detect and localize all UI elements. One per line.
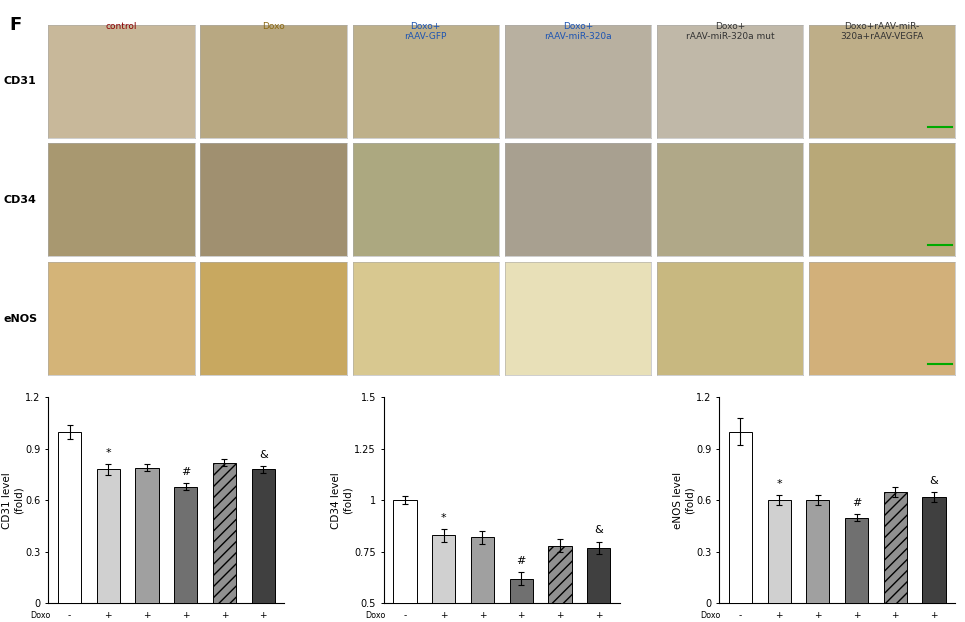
- Bar: [807, 500, 830, 603]
- Bar: [923, 497, 946, 603]
- Text: -: -: [739, 611, 742, 620]
- Text: +: +: [776, 611, 783, 620]
- Text: #: #: [516, 556, 526, 566]
- Text: +: +: [892, 611, 899, 620]
- Text: +: +: [556, 611, 564, 620]
- Text: Doxo+rAAV-miR-
320a+rAAV-VEGFA: Doxo+rAAV-miR- 320a+rAAV-VEGFA: [841, 22, 924, 41]
- Text: #: #: [181, 467, 190, 477]
- Text: Doxo+
rAAV-GFP: Doxo+ rAAV-GFP: [404, 22, 447, 41]
- Bar: [729, 432, 752, 603]
- Text: -: -: [68, 611, 71, 620]
- Text: *: *: [441, 513, 447, 523]
- Text: control: control: [105, 22, 137, 30]
- Bar: [767, 500, 790, 603]
- Text: Doxo+
rAAV-miR-320a mut: Doxo+ rAAV-miR-320a mut: [686, 22, 774, 41]
- Text: +: +: [479, 611, 486, 620]
- Bar: [884, 492, 907, 603]
- Text: +: +: [930, 611, 938, 620]
- Bar: [394, 500, 417, 622]
- Text: +: +: [104, 611, 112, 620]
- Text: Doxo: Doxo: [30, 611, 50, 620]
- Text: +: +: [182, 611, 189, 620]
- Bar: [252, 470, 275, 603]
- Bar: [510, 578, 533, 622]
- Text: eNOS: eNOS: [4, 313, 38, 323]
- Text: &: &: [259, 450, 267, 460]
- Y-axis label: CD31 level
(fold): CD31 level (fold): [2, 472, 24, 529]
- Bar: [587, 548, 610, 622]
- Text: Doxo: Doxo: [262, 22, 285, 30]
- Text: Doxo: Doxo: [365, 611, 386, 620]
- Bar: [432, 536, 455, 622]
- Bar: [845, 518, 868, 603]
- Text: F: F: [10, 16, 22, 34]
- Text: &: &: [929, 476, 938, 486]
- Text: +: +: [594, 611, 602, 620]
- Bar: [548, 545, 571, 622]
- Text: &: &: [594, 526, 603, 536]
- Text: +: +: [853, 611, 861, 620]
- Text: *: *: [105, 448, 111, 458]
- Text: Doxo: Doxo: [701, 611, 721, 620]
- Text: +: +: [517, 611, 525, 620]
- Bar: [174, 486, 197, 603]
- Bar: [96, 470, 120, 603]
- Text: *: *: [776, 479, 782, 489]
- Text: Doxo+
rAAV-miR-320a: Doxo+ rAAV-miR-320a: [544, 22, 612, 41]
- Bar: [135, 468, 158, 603]
- Text: #: #: [852, 498, 862, 508]
- Text: +: +: [143, 611, 151, 620]
- Y-axis label: eNOS level
(fold): eNOS level (fold): [674, 471, 695, 529]
- Text: CD34: CD34: [4, 195, 37, 205]
- Text: -: -: [403, 611, 406, 620]
- Text: +: +: [260, 611, 267, 620]
- Text: +: +: [440, 611, 448, 620]
- Y-axis label: CD34 level
(fold): CD34 level (fold): [331, 472, 353, 529]
- Bar: [471, 537, 494, 622]
- Text: +: +: [221, 611, 228, 620]
- Text: CD31: CD31: [4, 77, 37, 86]
- Bar: [213, 463, 236, 603]
- Bar: [58, 432, 81, 603]
- Text: +: +: [814, 611, 821, 620]
